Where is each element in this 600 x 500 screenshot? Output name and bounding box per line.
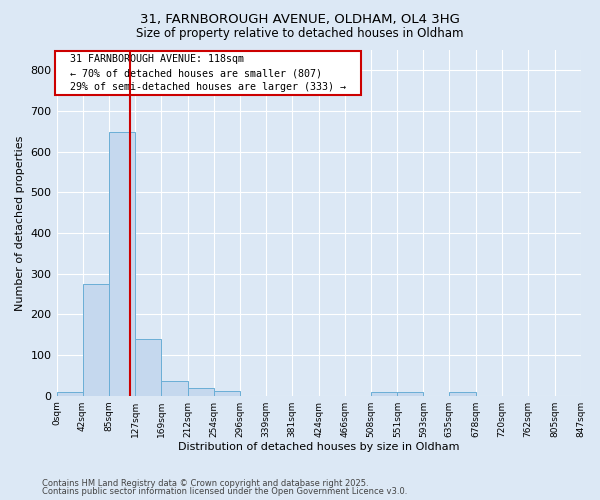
Bar [397, 392, 424, 396]
Text: 31, FARNBOROUGH AVENUE, OLDHAM, OL4 3HG: 31, FARNBOROUGH AVENUE, OLDHAM, OL4 3HG [140, 12, 460, 26]
Y-axis label: Number of detached properties: Number of detached properties [15, 135, 25, 310]
Bar [214, 391, 239, 396]
Bar [188, 388, 214, 396]
Bar [83, 284, 109, 396]
Text: Size of property relative to detached houses in Oldham: Size of property relative to detached ho… [136, 28, 464, 40]
Text: Contains public sector information licensed under the Open Government Licence v3: Contains public sector information licen… [42, 487, 407, 496]
Bar [56, 392, 83, 396]
X-axis label: Distribution of detached houses by size in Oldham: Distribution of detached houses by size … [178, 442, 459, 452]
Bar [449, 392, 476, 396]
Bar [371, 392, 397, 396]
Bar [135, 339, 161, 396]
Text: Contains HM Land Registry data © Crown copyright and database right 2025.: Contains HM Land Registry data © Crown c… [42, 478, 368, 488]
Bar [161, 382, 188, 396]
Text: 31 FARNBOROUGH AVENUE: 118sqm  
  ← 70% of detached houses are smaller (807)  
 : 31 FARNBOROUGH AVENUE: 118sqm ← 70% of d… [58, 54, 358, 92]
Bar [109, 132, 135, 396]
